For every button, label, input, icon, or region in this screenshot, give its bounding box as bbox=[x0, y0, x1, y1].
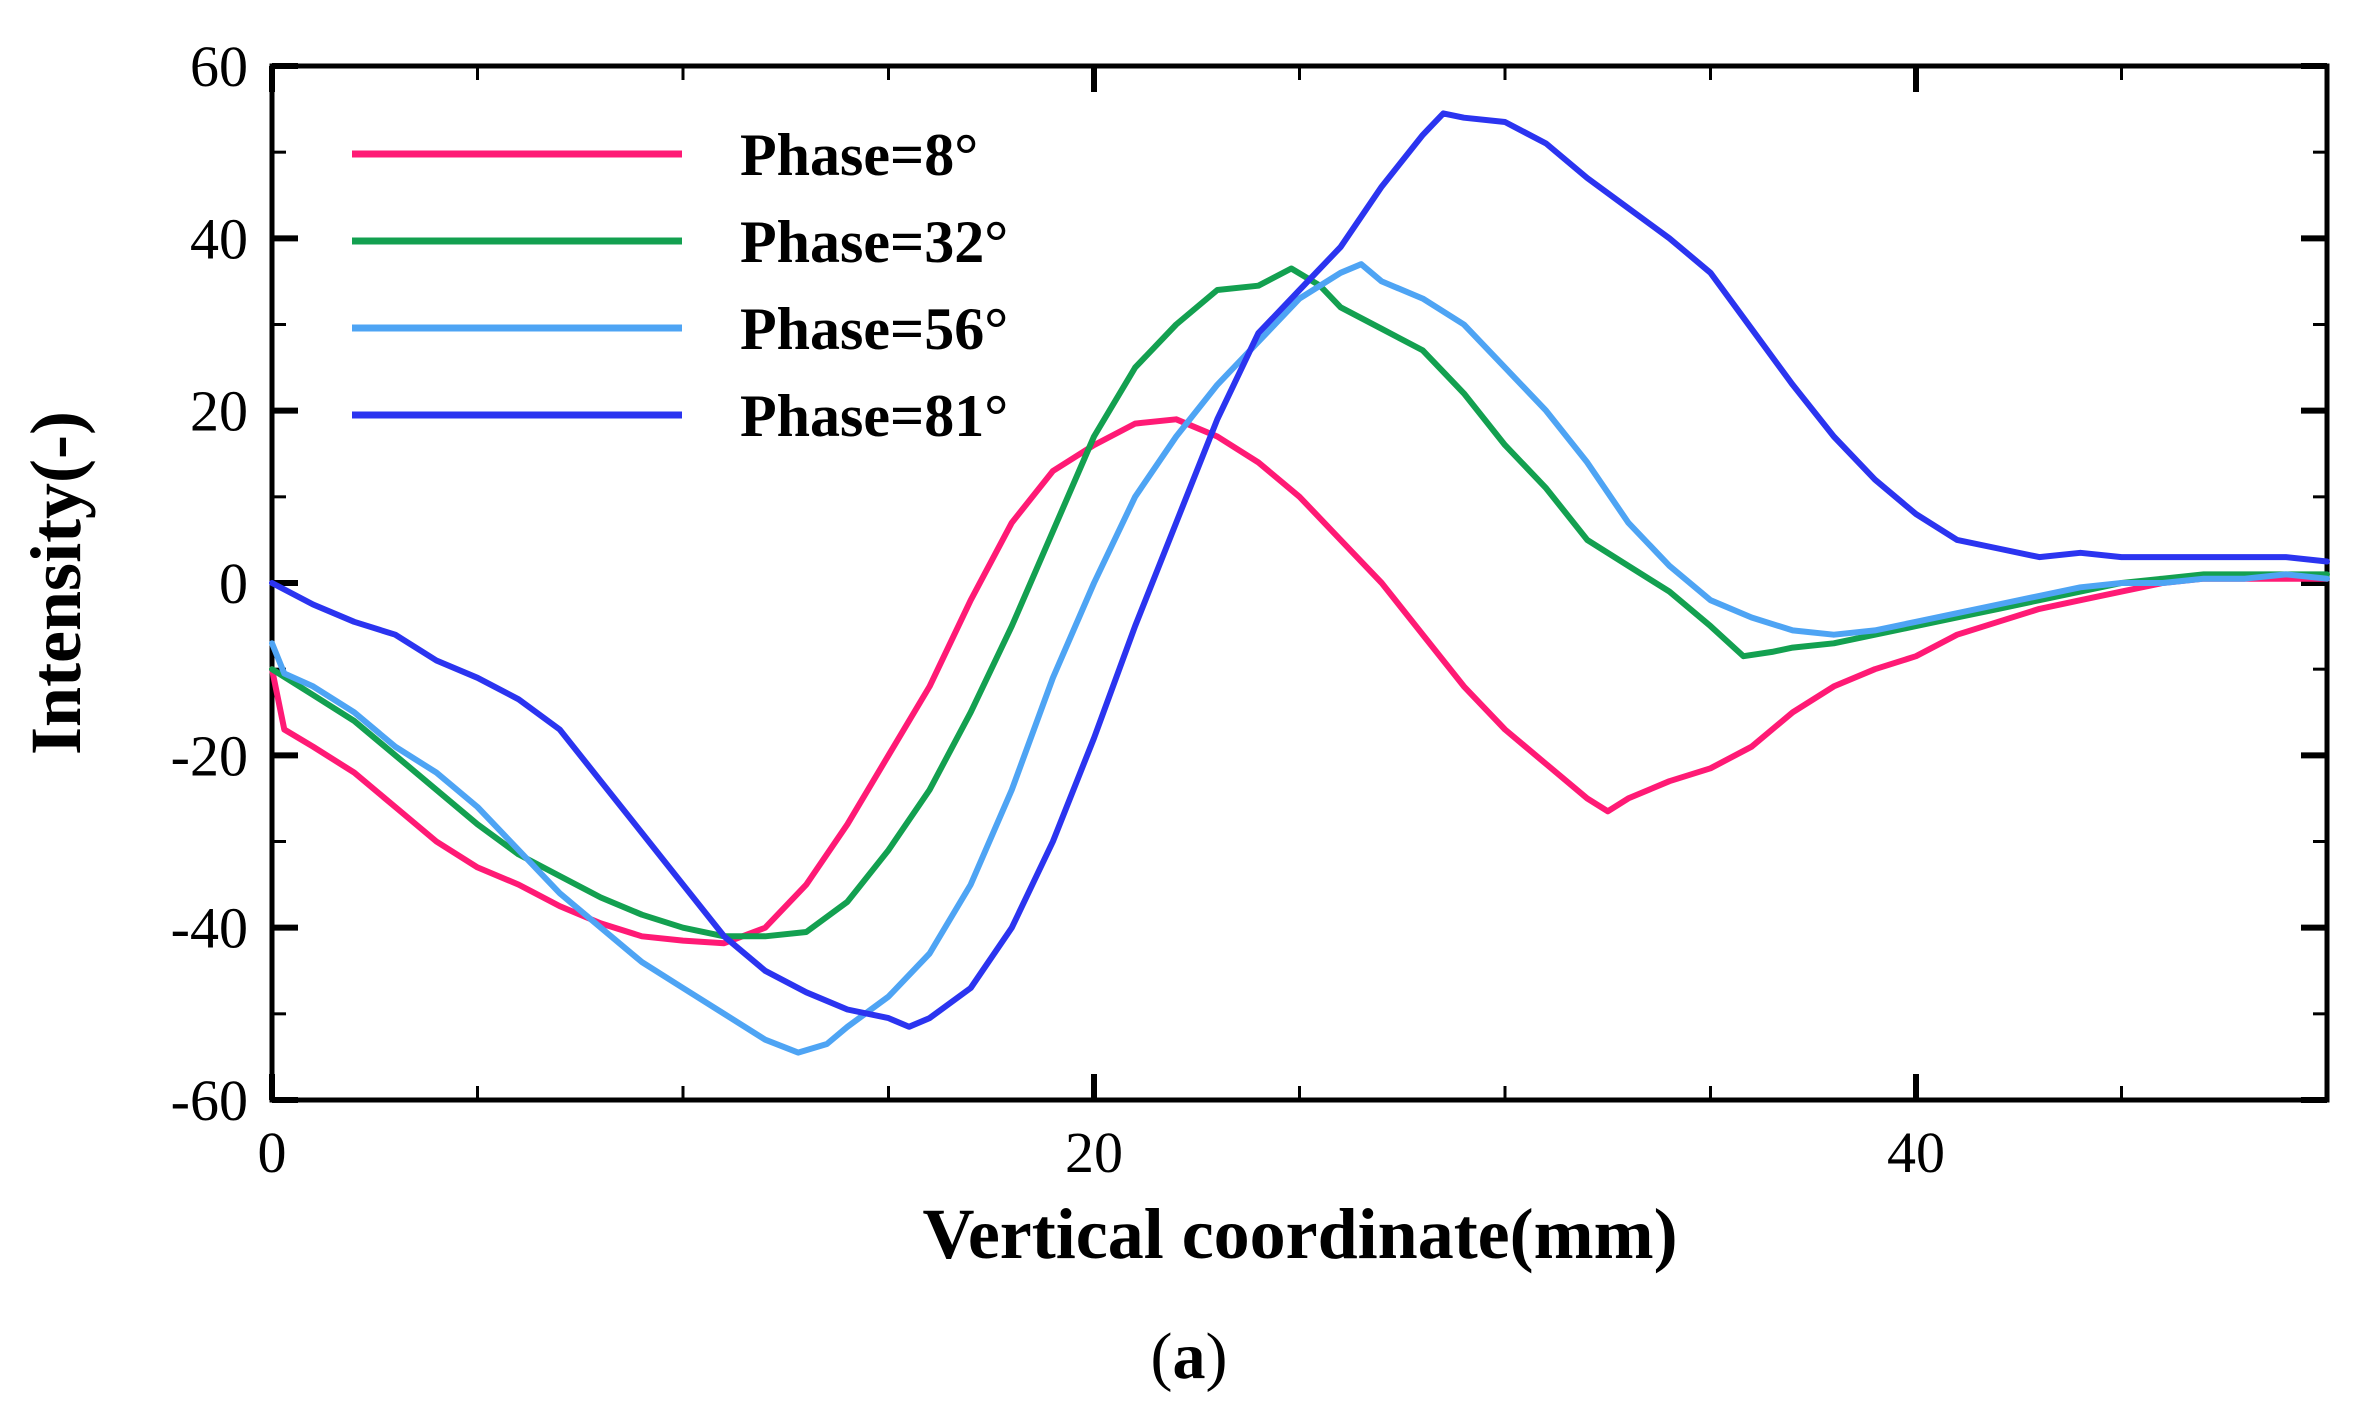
caption-close-paren: ) bbox=[1206, 1320, 1228, 1393]
legend-label-2: Phase=32° bbox=[740, 209, 1008, 275]
series-line-3 bbox=[269, 261, 2330, 1056]
plot-frame bbox=[269, 63, 2330, 1103]
x-tick-label: 40 bbox=[1887, 1120, 1945, 1185]
legend-label-1: Phase=8° bbox=[740, 122, 978, 188]
y-tick-label: -40 bbox=[171, 896, 248, 961]
x-axis-ticks: 0 20 40 bbox=[258, 66, 2329, 1185]
y-axis-ticks: -60 -40 -20 0 20 40 60 bbox=[171, 34, 2327, 1133]
y-tick-label: -60 bbox=[171, 1068, 248, 1133]
figure-caption: (a) bbox=[1151, 1320, 1228, 1393]
series-line-4 bbox=[269, 110, 2330, 1030]
series-layer bbox=[269, 110, 2330, 1056]
x-tick-label: 0 bbox=[258, 1120, 287, 1185]
x-axis-title: Vertical coordinate(mm) bbox=[922, 1194, 1677, 1274]
y-tick-label: 40 bbox=[190, 206, 248, 271]
y-tick-label: 60 bbox=[190, 34, 248, 99]
y-axis-title: Intensity(-) bbox=[16, 411, 96, 755]
x-tick-label: 20 bbox=[1065, 1120, 1123, 1185]
series-line-1 bbox=[269, 416, 2330, 947]
y-tick-label: 0 bbox=[219, 551, 248, 616]
caption-open-paren: ( bbox=[1151, 1320, 1173, 1393]
caption-letter: a bbox=[1173, 1320, 1206, 1393]
y-tick-label: -20 bbox=[171, 723, 248, 788]
legend-label-4: Phase=81° bbox=[740, 383, 1008, 449]
y-tick-label: 20 bbox=[190, 379, 248, 444]
legend: Phase=8° Phase=32° Phase=56° Phase=81° bbox=[352, 122, 1008, 449]
legend-label-3: Phase=56° bbox=[740, 296, 1008, 362]
